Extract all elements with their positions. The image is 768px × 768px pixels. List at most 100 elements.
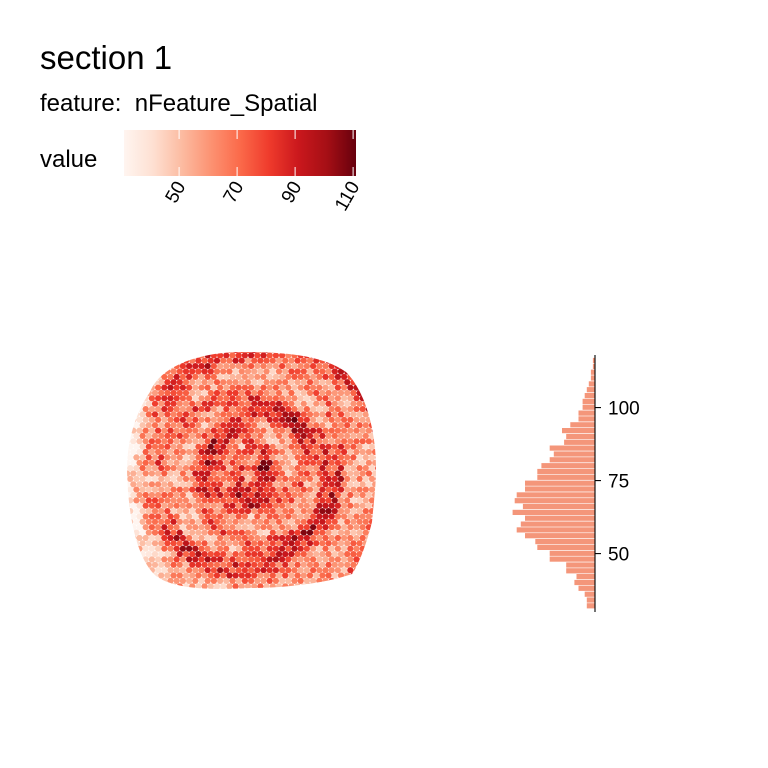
tissue-spot: [375, 432, 376, 439]
tissue-spot: [182, 508, 190, 515]
tissue-spot: [210, 491, 217, 499]
tissue-spot: [368, 400, 376, 407]
tissue-spot: [254, 556, 261, 563]
tissue-spot: [300, 497, 307, 504]
tissue-spot: [248, 481, 255, 488]
tissue-spot: [375, 443, 376, 450]
tissue-spot: [195, 551, 202, 558]
tissue-spot: [127, 379, 134, 386]
tissue-spot: [186, 556, 193, 563]
tissue-spot: [198, 534, 205, 542]
tissue-spot: [164, 400, 171, 407]
tissue-spot: [344, 411, 351, 418]
tissue-spot: [176, 411, 183, 418]
tissue-spot: [182, 551, 190, 558]
tissue-spot: [350, 475, 357, 482]
legend-tick-label: 90: [278, 178, 307, 207]
tissue-spot: [365, 427, 372, 434]
tissue-spot: [133, 572, 140, 579]
tissue-spot: [232, 352, 239, 354]
tissue-spot: [136, 416, 143, 423]
tissue-spot: [244, 432, 252, 439]
tissue-spot: [303, 567, 310, 574]
tissue-spot: [375, 389, 376, 397]
tissue-spot: [288, 443, 295, 450]
tissue-spot: [235, 406, 242, 413]
color-legend: value 50 70 90 110: [40, 130, 364, 215]
tissue-spot: [375, 561, 376, 568]
tissue-spot: [207, 508, 214, 515]
tissue-spot: [347, 470, 354, 477]
tissue-spot: [350, 572, 357, 579]
tissue-spot: [266, 406, 273, 413]
tissue-spot: [303, 438, 310, 445]
tissue-spot: [220, 529, 227, 536]
tissue-spot: [285, 588, 292, 589]
tissue-spot: [133, 497, 140, 504]
tissue-spot: [251, 508, 258, 515]
tissue-spot: [322, 352, 329, 359]
tissue-spot: [263, 454, 270, 461]
tissue-spot: [341, 577, 348, 585]
tissue-spot: [155, 577, 162, 585]
tissue-spot: [325, 357, 332, 364]
tissue-spot: [164, 518, 171, 525]
tissue-spot: [133, 465, 140, 472]
tissue-spot: [133, 508, 140, 515]
tissue-spot: [372, 534, 376, 542]
tissue-spot: [186, 416, 193, 423]
tissue-spot: [325, 551, 332, 558]
tissue-spot: [223, 459, 230, 466]
tissue-spot: [164, 432, 171, 439]
tissue-spot: [189, 475, 196, 482]
tissue-spot: [232, 583, 239, 589]
tissue-spot: [192, 545, 199, 552]
tissue-spot: [251, 540, 258, 547]
tissue-spot: [328, 352, 335, 359]
tissue-spot: [260, 534, 267, 542]
tissue-spot: [368, 540, 376, 547]
tissue-spot: [316, 470, 323, 477]
tissue-spot: [316, 481, 323, 488]
tissue-spot: [347, 427, 354, 434]
tissue-spot: [275, 443, 283, 450]
tissue-spot: [288, 454, 295, 461]
tissue-spot: [235, 567, 242, 574]
tissue-spot: [217, 416, 224, 423]
tissue-spot: [310, 448, 317, 456]
tissue-spot: [210, 448, 217, 456]
tissue-spot: [170, 379, 177, 386]
tissue-spot: [334, 384, 341, 391]
tissue-spot: [189, 352, 196, 354]
tissue-spot: [139, 572, 146, 579]
tissue-spot: [275, 379, 283, 386]
tissue-spot: [158, 529, 165, 536]
tissue-spot: [359, 406, 366, 413]
legend-tick-label: 110: [331, 178, 364, 215]
tissue-spot: [316, 502, 323, 509]
tissue-spot: [161, 384, 168, 391]
tissue-spot: [368, 352, 376, 354]
tissue-spot: [182, 352, 190, 354]
tissue-spot: [186, 588, 193, 589]
tissue-spot: [337, 411, 345, 418]
tissue-spot: [204, 588, 211, 589]
tissue-spot: [210, 384, 217, 391]
tissue-spot: [325, 583, 332, 589]
tissue-spot: [142, 534, 149, 542]
tissue-spot: [288, 352, 295, 354]
tissue-spot: [254, 577, 261, 585]
tissue-spot: [201, 443, 208, 450]
tissue-spot: [372, 588, 376, 589]
tissue-spot: [210, 363, 217, 370]
tissue-spot: [133, 379, 140, 386]
tissue-spot: [266, 470, 273, 477]
tissue-spot: [344, 454, 351, 461]
tissue-spot: [344, 497, 351, 504]
tissue-spot: [347, 416, 354, 423]
tissue-spot: [127, 534, 131, 542]
tissue-spot: [204, 524, 211, 531]
tissue-spot: [303, 363, 310, 370]
tissue-spot: [158, 572, 165, 579]
tissue-spot: [164, 497, 171, 504]
